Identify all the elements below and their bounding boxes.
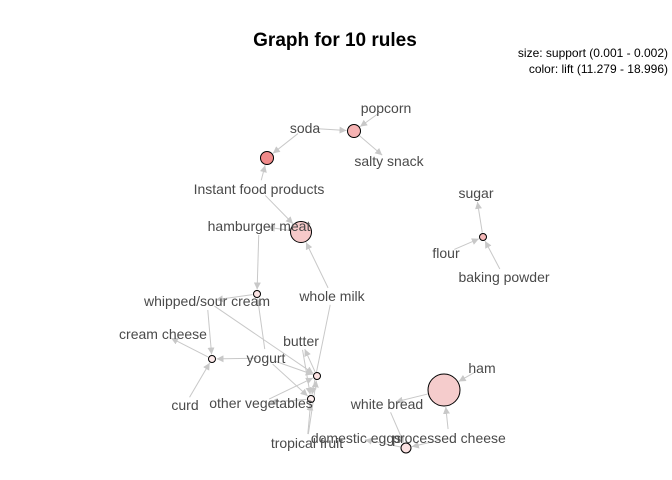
- edge-r7-butter: [304, 348, 316, 373]
- edge-whole_milk-r8: [309, 304, 331, 395]
- edge-curd-r6: [189, 362, 211, 398]
- item-label-ham: ham: [468, 360, 495, 376]
- edge-instant_food-r3: [264, 195, 294, 225]
- rule-node-r5: [253, 290, 261, 298]
- item-label-salty-snack: salty snack: [354, 153, 424, 169]
- item-label-popcorn: popcorn: [361, 100, 412, 116]
- edge-r6-cream_cheese: [170, 337, 209, 358]
- item-label-butter: butter: [283, 333, 319, 349]
- edge-baking_powder-r4: [484, 240, 501, 270]
- edge-yogurt-r6: [216, 355, 258, 363]
- legend-size: size: support (0.001 - 0.002): [518, 46, 668, 60]
- item-label-domestic-eggs: domestic eggs: [311, 430, 401, 446]
- edge-tropical_fruit-r8: [306, 403, 314, 435]
- edge-r3-hamburger_meat: [267, 224, 290, 232]
- edge-whole_milk-r3: [305, 242, 329, 289]
- item-label-other-vegetables: other vegetables: [209, 395, 313, 411]
- edge-layer: [170, 112, 501, 449]
- rule-node-r3: [290, 221, 312, 243]
- rule-node-r10: [400, 442, 412, 454]
- edge-hamburger_meat-r5: [253, 234, 261, 290]
- item-label-whipped-sour-cream: whipped/sour cream: [143, 293, 270, 309]
- edge-white_bread-r10: [390, 412, 405, 443]
- edge-soda-r1: [313, 126, 347, 134]
- rule-node-r7: [313, 372, 321, 380]
- item-label-yogurt: yogurt: [247, 350, 286, 366]
- edge-r5-whipped_sour_cream: [215, 294, 253, 303]
- edge-soda-r2: [272, 133, 299, 154]
- edge-r1-salty_snack: [359, 135, 383, 156]
- rule-node-r4: [479, 233, 487, 241]
- edge-whipped_sour_cream-r6: [207, 309, 215, 355]
- rule-node-r6: [208, 355, 216, 363]
- rule-node-layer: [208, 124, 487, 454]
- item-label-flour: flour: [432, 245, 460, 261]
- item-label-white-bread: white bread: [350, 396, 423, 412]
- item-label-curd: curd: [171, 397, 198, 413]
- item-label-processed-cheese: processed cheese: [392, 430, 506, 446]
- rule-node-r1: [347, 124, 361, 138]
- edge-r10-domestic_eggs: [364, 437, 401, 448]
- item-label-layer: popcorn soda salty snack Instant food produ…: [119, 100, 550, 451]
- item-label-baking-powder: baking powder: [458, 269, 549, 285]
- edge-yogurt-r5: [255, 298, 266, 350]
- edge-butter-r8: [302, 349, 313, 395]
- graph-title: Graph for 10 rules: [253, 30, 417, 51]
- edge-instant_food-r2: [259, 165, 267, 181]
- rule-node-r2: [260, 151, 274, 165]
- rule-node-r8: [307, 395, 315, 403]
- edge-other_vegetables-r7: [268, 377, 314, 400]
- edge-r4-sugar: [475, 201, 483, 233]
- edge-r8-other_vegetables: [269, 398, 307, 406]
- edge-popcorn-r1: [359, 112, 379, 128]
- edge-whipped_sour_cream-r7: [214, 305, 314, 374]
- item-label-hamburger-meat: hamburger meat: [208, 218, 311, 234]
- edge-ham-r9: [458, 372, 475, 382]
- edge-r9-white_bread: [395, 393, 428, 404]
- item-label-whole-milk: whole milk: [298, 288, 365, 304]
- item-label-tropical-fruit: tropical fruit: [271, 435, 343, 451]
- edge-yogurt-r8: [272, 363, 309, 397]
- rule-node-r9: [427, 373, 461, 407]
- edge-processed_cheese-r10: [411, 439, 441, 449]
- item-label-cream-cheese: cream cheese: [119, 326, 207, 342]
- item-label-instant-food: Instant food products: [194, 181, 325, 197]
- item-label-sugar: sugar: [458, 185, 493, 201]
- legend-color: color: lift (11.279 - 18.996): [529, 62, 668, 76]
- item-label-soda: soda: [290, 120, 321, 136]
- edge-flour-r4: [454, 238, 480, 250]
- edge-processed_cheese-r9: [443, 406, 450, 430]
